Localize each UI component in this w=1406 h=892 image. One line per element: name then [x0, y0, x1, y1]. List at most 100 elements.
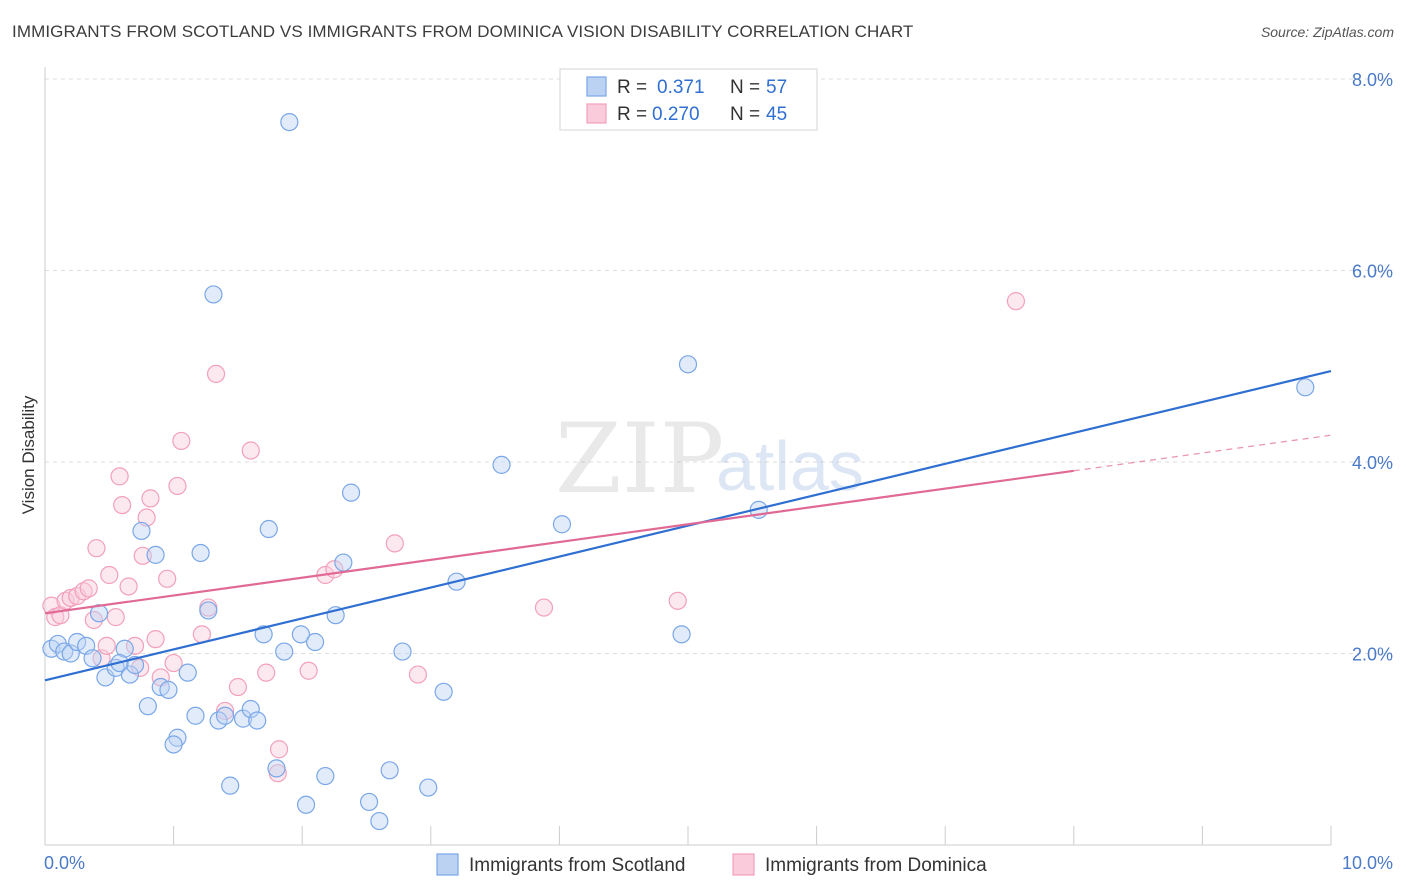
scotland-point: [61, 644, 80, 663]
scotland-point: [552, 515, 572, 534]
scotland-point: [68, 632, 87, 652]
dominica-point: [87, 539, 106, 558]
y-axis-title: Vision Disability: [19, 395, 38, 514]
scotland-point: [241, 699, 260, 719]
dominica-point: [269, 740, 289, 759]
scotland-point: [359, 792, 379, 812]
legend-n-value-scotland: 57: [766, 77, 787, 98]
x-tick-label-min: 0.0%: [44, 853, 85, 873]
gridlines: [45, 78, 1392, 654]
dominica-point: [534, 598, 554, 617]
y-tick-label: 2.0%: [1352, 645, 1393, 665]
scotland-point: [221, 776, 240, 795]
dominica-points: [42, 292, 1026, 783]
dominica-point: [206, 364, 226, 384]
dominica-point: [215, 701, 235, 721]
dominica-point: [79, 579, 98, 598]
scotland-point: [248, 711, 267, 730]
scotland-point: [186, 706, 205, 725]
dominica-point: [146, 630, 165, 649]
x-tick-label-max: 10.0%: [1342, 853, 1393, 873]
y-tick-label: 4.0%: [1352, 453, 1393, 473]
dominica-point: [241, 441, 260, 460]
scotland-point: [380, 761, 399, 780]
scotland-point: [120, 665, 139, 684]
scotland-point: [280, 112, 299, 132]
legend-n-label-dominica: N =: [730, 104, 760, 125]
dominica-point: [1006, 292, 1026, 311]
dominica-point: [164, 653, 183, 673]
scotland-point: [55, 642, 74, 661]
dominica-point: [299, 661, 318, 680]
watermark-atlas: atlas: [716, 427, 864, 505]
dominica-point: [668, 591, 687, 610]
series-legend: Immigrants from Scotland Immigrants from…: [436, 853, 987, 876]
dominica-point: [137, 508, 156, 527]
legend-r-label-dominica: R =: [617, 104, 647, 125]
dominica-point: [408, 665, 428, 684]
legend-swatch-dominica: [586, 103, 607, 124]
scotland-point: [275, 642, 294, 661]
series-legend-label-dominica: Immigrants from Dominica: [765, 855, 987, 876]
dominica-point: [113, 495, 132, 515]
dominica-point: [110, 467, 129, 486]
dominica-point: [125, 636, 145, 655]
scotland-point: [132, 521, 151, 541]
scotland-point: [215, 706, 235, 725]
dominica-trendline-extension: [1073, 434, 1332, 472]
scotland-point: [316, 766, 335, 786]
legend-swatch-scotland: [586, 76, 607, 97]
scotland-point: [199, 601, 218, 620]
dominica-point: [131, 658, 150, 677]
scotland-point: [492, 455, 511, 474]
dominica-point: [228, 677, 247, 697]
y-tick-label: 8.0%: [1352, 70, 1393, 90]
scotland-point: [370, 811, 389, 831]
scotland-point: [159, 680, 178, 699]
scotland-point: [341, 483, 361, 502]
dominica-point: [106, 608, 125, 627]
scotland-point: [334, 553, 353, 572]
scotland-point: [191, 543, 210, 563]
scotland-point: [146, 545, 165, 564]
scotland-point: [678, 355, 698, 374]
scotland-point: [296, 795, 316, 814]
scotland-point: [115, 639, 134, 658]
scotland-point: [138, 697, 157, 716]
legend-r-label-scotland: R =: [617, 77, 647, 98]
dominica-point: [100, 565, 119, 585]
dominica-point: [141, 489, 160, 508]
dominica-point: [97, 636, 116, 655]
watermark: ZIP atlas: [555, 403, 864, 515]
watermark-zip: ZIP: [555, 403, 724, 515]
legend-n-value-dominica: 45: [766, 104, 787, 125]
scotland-point: [672, 625, 691, 644]
scotland-point: [254, 625, 273, 644]
dominica-point: [74, 582, 93, 601]
scotland-point: [178, 663, 197, 682]
scotland-point: [305, 632, 325, 652]
axes: [44, 67, 1332, 846]
scotland-point: [267, 759, 286, 778]
y-tick-labels: 2.0% 4.0% 6.0% 8.0%: [1352, 70, 1393, 665]
scotland-point: [393, 642, 412, 661]
series-legend-label-scotland: Immigrants from Scotland: [469, 855, 685, 876]
dominica-point: [158, 569, 177, 588]
scotland-point: [164, 735, 183, 754]
dominica-point: [168, 476, 187, 496]
legend-r-value-scotland: 0.371: [657, 77, 705, 98]
dominica-point: [133, 546, 152, 565]
y-tick-label: 6.0%: [1352, 262, 1393, 282]
trendlines: [44, 369, 1332, 682]
legend-n-label-scotland: N =: [730, 77, 760, 98]
source-label: Source: ZipAtlas.com: [1260, 24, 1394, 40]
scotland-point: [83, 649, 102, 668]
scotland-trendline: [44, 369, 1332, 682]
scotland-point: [1296, 378, 1315, 397]
series-legend-swatch-scotland: [436, 853, 459, 876]
scotland-point: [233, 709, 253, 728]
scotland-point: [291, 625, 311, 644]
scotland-point: [434, 682, 453, 701]
legend-r-value-dominica: 0.270: [652, 104, 700, 125]
